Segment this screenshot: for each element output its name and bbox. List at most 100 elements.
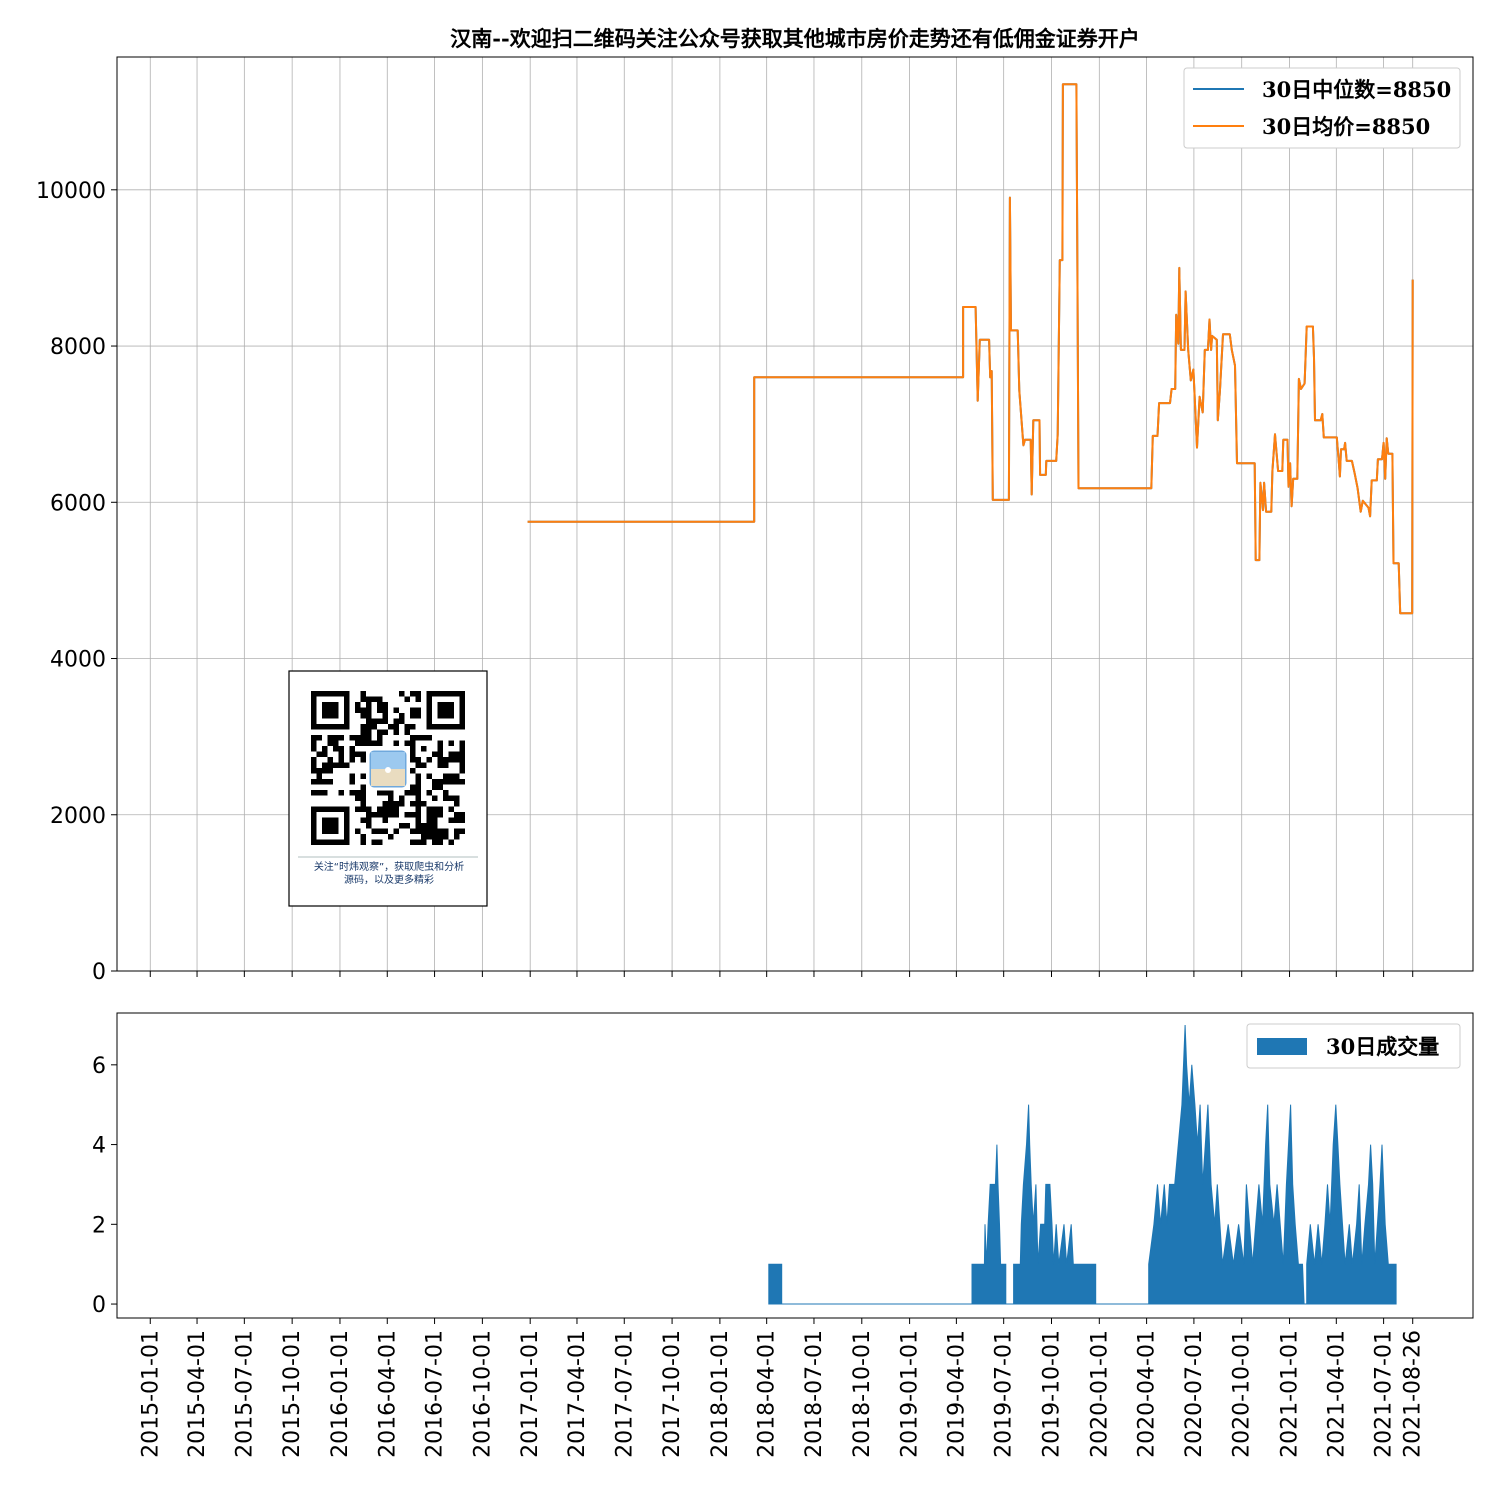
qr-module [404,812,410,818]
qr-module [443,757,449,763]
qr-module [459,779,465,785]
qr-module [410,839,416,845]
qr-module [360,735,366,741]
qr-module [454,812,460,818]
qr-module [338,757,344,763]
qr-module [443,795,449,801]
qr-module [371,696,377,702]
qr-module [377,707,383,713]
qr-module [426,823,432,829]
qr-module [404,696,410,702]
qr-module [377,718,383,724]
qr-module [404,823,410,829]
qr-module [410,801,416,807]
qr-module [371,724,377,730]
qr-module [382,707,388,713]
qr-module [382,806,388,812]
price-legend: 30日中位数=8850 30日均价=8850 [1183,67,1461,149]
series-line-mean [527,83,1414,615]
qr-module [454,773,460,779]
qr-module [393,718,399,724]
qr-module [415,790,421,796]
qr-module [355,740,361,746]
price-y-tick-label: 2000 [50,804,106,829]
qr-module [355,707,361,713]
qr-module [437,839,443,845]
qr-module [437,779,443,785]
qr-module [410,735,416,741]
qr-module [366,707,372,713]
qr-module [360,790,366,796]
qr-module [360,740,366,746]
x-tick-label: 2021-01-01 [1278,1330,1303,1458]
qr-module [437,784,443,790]
qr-module [349,751,355,757]
qr-module [316,779,322,785]
x-tick-label: 2017-07-01 [612,1330,637,1458]
qr-module [437,751,443,757]
qr-module [426,834,432,840]
qr-module [311,740,317,746]
qr-module [393,806,399,812]
qr-module [366,823,372,829]
qr-module [382,702,388,708]
qr-module [410,691,416,697]
qr-module [426,790,432,796]
qr-module [382,790,388,796]
qr-module [421,828,427,834]
qr-module [393,812,399,818]
qr-module [311,768,317,774]
price-y-tick-label: 10000 [36,179,106,204]
qr-module [338,735,344,741]
qr-module [322,751,328,757]
qr-module [355,828,361,834]
qr-code-image [311,691,465,845]
x-tick-label: 2020-10-01 [1230,1330,1255,1458]
qr-module [360,707,366,713]
qr-module [410,740,416,746]
qr-module [415,773,421,779]
x-tick-label: 2018-01-01 [708,1330,733,1458]
qr-module [415,735,421,741]
qr-module [454,828,460,834]
qr-module [459,762,465,768]
qr-module [360,806,366,812]
qr-module [382,713,388,719]
qr-module [316,768,322,774]
qr-module [459,812,465,818]
qr-module [338,762,344,768]
qr-module [333,762,339,768]
qr-module [377,696,383,702]
qr-module [311,735,317,741]
qr-module [355,702,361,708]
qr-module [399,718,405,724]
qr-module [443,828,449,834]
qr-module [322,779,328,785]
qr-module [349,779,355,785]
price-grid [117,57,1473,972]
qr-module [410,724,416,730]
qr-module [377,806,383,812]
qr-module [322,746,328,752]
qr-module [415,839,421,845]
qr-module [432,839,438,845]
qr-module [377,839,383,845]
qr-module [432,812,438,818]
qr-module [360,773,366,779]
volume-y-tick-label: 2 [92,1213,106,1238]
qr-module [377,812,383,818]
price-y-tick-label: 6000 [50,491,106,516]
x-tick-label: 2016-04-01 [375,1330,400,1458]
qr-module [421,801,427,807]
qr-module [415,713,421,719]
qr-module [316,735,322,741]
qr-module [366,740,372,746]
qr-module [443,790,449,796]
x-tick-label: 2019-10-01 [1039,1330,1064,1458]
qr-module [322,762,328,768]
qr-module [355,790,361,796]
qr-module [437,834,443,840]
qr-module [366,713,372,719]
qr-module [371,812,377,818]
